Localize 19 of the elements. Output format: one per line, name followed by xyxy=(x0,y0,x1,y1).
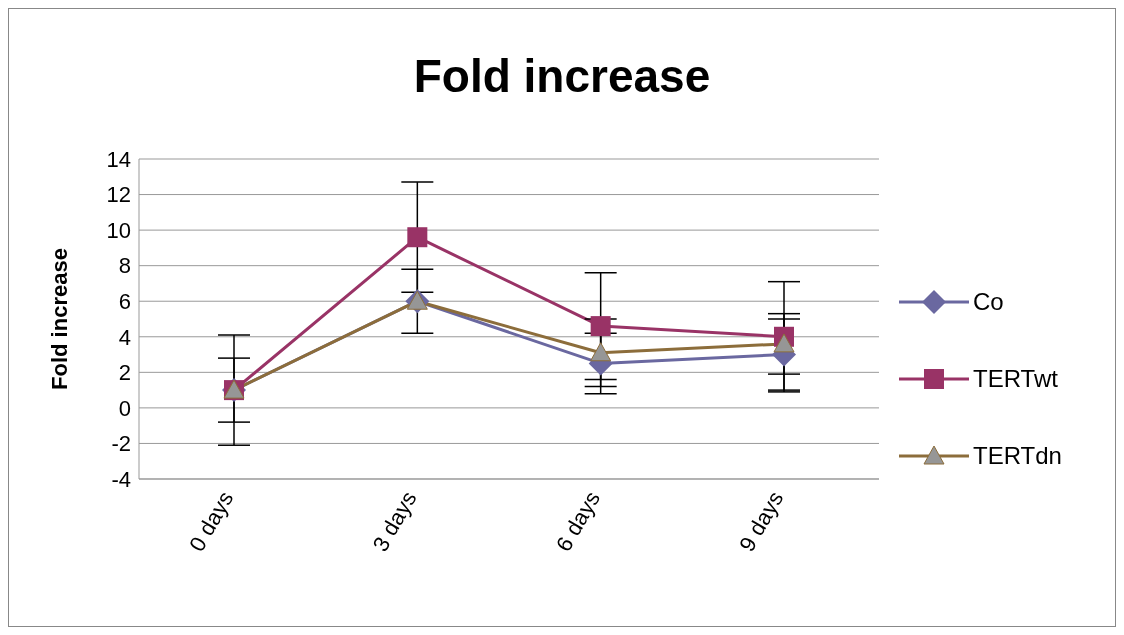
legend-label: TERTwt xyxy=(973,364,1058,394)
point xyxy=(773,333,795,353)
y-tick-label: -2 xyxy=(111,431,131,457)
y-tick-label: 10 xyxy=(106,217,131,243)
y-tick-label: 12 xyxy=(106,182,131,208)
y-tick-label: -4 xyxy=(111,466,131,492)
chart-title: Fold increase xyxy=(412,49,712,103)
y-tick-label: 4 xyxy=(118,324,131,350)
point xyxy=(407,227,428,248)
y-tick-label: 0 xyxy=(118,395,131,421)
point xyxy=(590,316,611,337)
y-axis-title: Fold increase xyxy=(46,248,72,390)
legend-label: TERTdn xyxy=(973,441,1062,471)
y-tick-label: 2 xyxy=(118,360,131,386)
legend-label: Co xyxy=(973,287,1004,317)
y-tick-label: 8 xyxy=(118,253,131,279)
y-tick-label: 14 xyxy=(106,146,131,172)
y-tick-label: 6 xyxy=(118,289,131,315)
point xyxy=(590,342,612,362)
